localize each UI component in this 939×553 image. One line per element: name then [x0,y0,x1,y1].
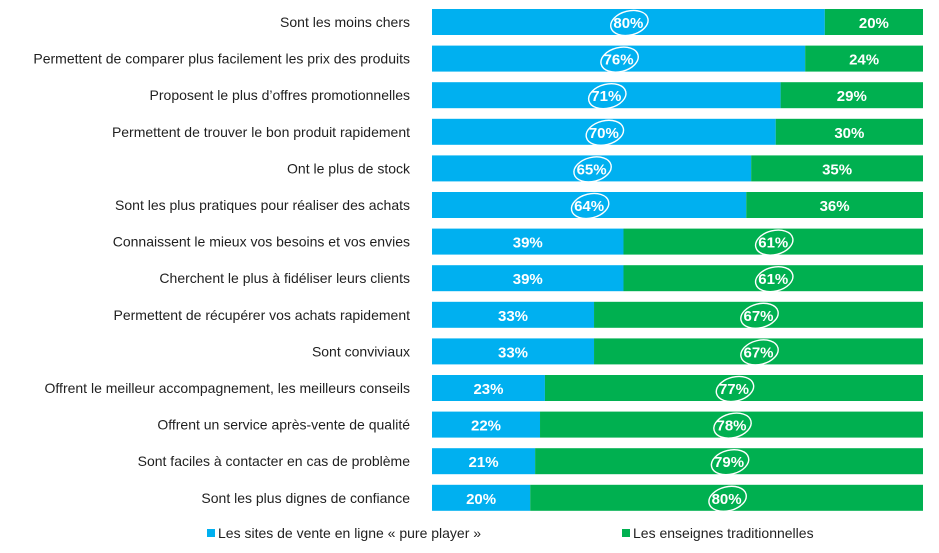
bar-segment [432,301,595,328]
value-label: 67% [743,308,773,325]
bar-segment [432,228,624,255]
value-label: 79% [714,454,744,471]
category-label: Offrent un service après-vente de qualit… [157,417,410,433]
value-label: 33% [498,308,528,325]
category-label: Sont conviviaux [312,343,410,359]
value-label: 29% [837,88,867,105]
legend-label: Les enseignes traditionnelles [633,525,814,541]
value-label-halo [754,229,794,256]
value-label: 65% [577,161,607,178]
bar-segment [623,228,923,255]
value-label: 67% [743,344,773,361]
bar-segment [746,192,923,218]
category-label: Permettent de récupérer vos achats rapid… [114,307,411,323]
value-label: 70% [589,125,619,142]
value-label: 78% [716,418,746,435]
bar-segment [432,118,776,145]
bar-segment [530,484,923,511]
value-label: 64% [574,198,604,215]
bar-segment [432,155,752,182]
category-label: Sont faciles à contacter en cas de probl… [138,453,411,469]
bar-segment [432,192,747,218]
bar-segment [432,82,781,109]
value-label-halo [570,192,610,220]
value-label: 80% [613,15,643,32]
bar-segment [805,45,923,72]
bar-segment [432,448,536,475]
bar-segment [432,265,624,292]
value-label: 39% [513,271,543,288]
value-label: 36% [820,198,850,215]
value-label-halo [713,412,752,439]
value-label: 71% [591,88,621,105]
bar-segment [432,375,545,401]
category-label: Sont les moins chers [280,14,410,30]
value-label-halo [710,448,750,476]
value-label: 76% [604,52,634,69]
bar-segment [432,484,531,511]
value-label: 35% [822,161,852,178]
value-label-halo [754,265,794,293]
legend: Les sites de vente en ligne « pure playe… [207,525,814,541]
bar-segment [544,375,923,401]
category-label: Permettent de comparer plus facilement l… [33,51,410,67]
bar-segment [594,301,923,328]
value-label: 80% [712,491,742,508]
value-label: 21% [469,454,499,471]
category-label: Sont les plus pratiques pour réaliser de… [115,197,410,213]
bar-segment [780,82,923,109]
value-label: 77% [719,381,749,398]
bar-segment [623,265,923,292]
value-label: 23% [473,381,503,398]
value-label-halo [740,339,779,366]
value-label: 20% [859,15,889,32]
bar-segment [751,155,923,182]
bar-segment [594,338,923,365]
category-label: Ont le plus de stock [287,160,411,176]
value-label: 24% [849,52,879,69]
value-label: 30% [834,125,864,142]
value-label: 22% [471,418,501,435]
value-label-halo [600,46,639,73]
bar-segment [775,118,923,145]
legend-swatch [622,529,630,537]
bar-segment [432,45,806,72]
bar-segment [432,9,825,35]
value-label: 61% [758,235,788,252]
value-label-halo [708,485,747,513]
labels-group: Sont les moins chers 80% 20% Permettent de … [33,9,889,513]
value-label-halo [715,375,755,403]
bar-segment [824,9,923,35]
value-label: 20% [466,491,496,508]
bar-segment [540,411,923,438]
value-label-halo [585,119,625,147]
bar-segment [432,338,595,365]
value-label: 61% [758,271,788,288]
value-label-halo [573,156,612,183]
bar-segment [535,448,923,475]
category-label: Permettent de trouver le bon produit rap… [112,124,410,140]
category-label: Connaissent le mieux vos besoins et vos … [113,234,410,250]
legend-swatch [207,529,215,537]
value-label-halo [740,302,779,330]
category-label: Cherchent le plus à fidéliser leurs clie… [159,270,410,286]
category-label: Sont les plus dignes de confiance [201,490,410,506]
value-label: 33% [498,344,528,361]
category-label: Proposent le plus d’offres promotionnell… [150,87,410,103]
bars-group [432,9,923,511]
value-label-halo [610,9,649,37]
value-label-halo [587,82,627,110]
legend-label: Les sites de vente en ligne « pure playe… [218,525,481,541]
bar-segment [432,411,541,438]
value-label: 39% [513,235,543,252]
category-label: Offrent le meilleur accompagnement, les … [45,380,410,396]
